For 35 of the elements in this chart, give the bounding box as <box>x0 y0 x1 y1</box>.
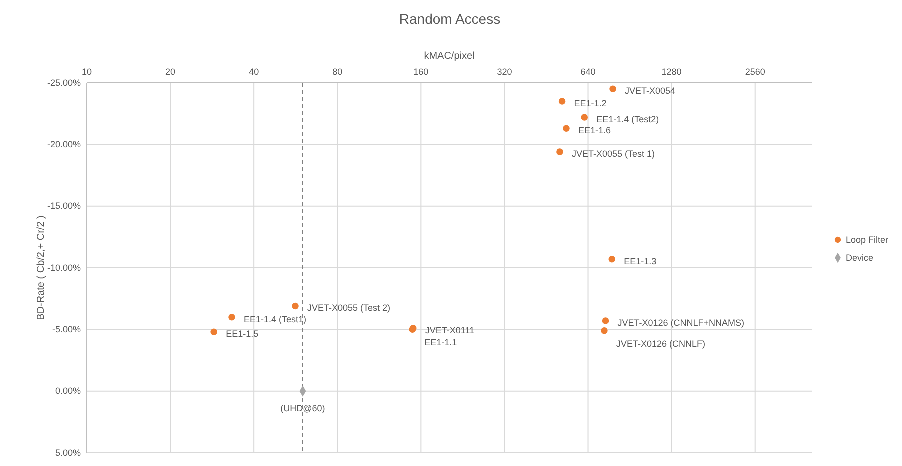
annotation: JVET-X0111 <box>425 325 475 336</box>
annotation: JVET-X0055 (Test 1) <box>572 149 655 160</box>
annotation: EE1-1.5 <box>226 329 259 340</box>
y-tick-label: 5.00% <box>55 448 81 458</box>
y-tick-label: -5.00% <box>52 324 81 335</box>
legend-label: Loop Filter <box>846 235 889 245</box>
y-tick-label: -20.00% <box>47 140 81 150</box>
annotation: EE1-1.2 <box>574 98 607 108</box>
y-tick-label: -10.00% <box>47 262 81 273</box>
annotation: EE1-1.3 <box>624 256 657 266</box>
annotation: EE1-1.4 (Test1) <box>244 314 307 324</box>
x-tick-label: 160 <box>414 67 429 77</box>
x-tick-label: 80 <box>332 67 343 77</box>
x-tick-label: 10 <box>82 67 92 77</box>
annotation: (UHD@60) <box>280 403 326 414</box>
annotation: JVET-X0054 <box>625 86 676 96</box>
annotation: EE1-1.4 (Test2) <box>596 114 660 125</box>
annotation: JVET-X0126 (CNNLF) <box>616 338 706 349</box>
x-tick-label: 320 <box>497 67 512 77</box>
y-tick-label: 0.00% <box>55 386 81 396</box>
annotation: EE1-1.6 <box>578 126 611 136</box>
x-tick-label: 20 <box>166 67 176 77</box>
x-tick-label: 1280 <box>662 67 682 77</box>
x-tick-label: 2560 <box>745 67 766 77</box>
annotation: EE1-1.1 <box>424 338 458 348</box>
x-axis-title: kMAC/pixel <box>424 51 475 62</box>
legend-label: Device <box>846 253 874 263</box>
x-tick-label: 640 <box>580 67 596 77</box>
x-tick-label: 40 <box>249 67 260 77</box>
annotation: JVET-X0126 (CNNLF+NNAMS) <box>618 318 745 328</box>
annotation: JVET-X0055 (Test 2) <box>308 303 391 314</box>
y-axis-title: BD-Rate ( Cb/2,+ Cr/2 ) <box>36 216 47 320</box>
y-tick-label: -15.00% <box>47 201 81 212</box>
chart-title: Random Access <box>399 11 501 27</box>
y-tick-label: -25.00% <box>47 78 81 88</box>
